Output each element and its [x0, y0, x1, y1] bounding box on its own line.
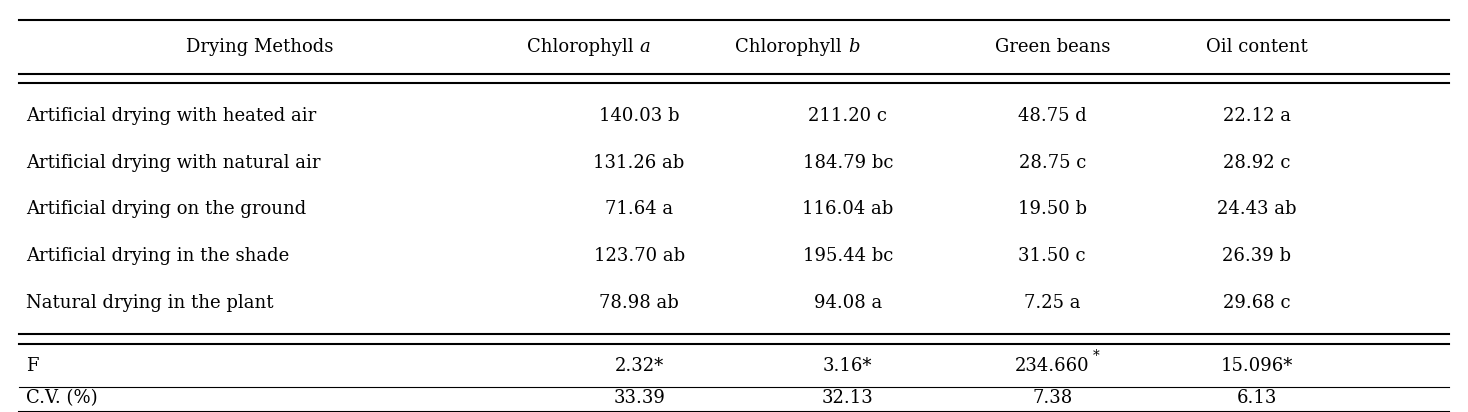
- Text: 211.20 c: 211.20 c: [809, 107, 887, 125]
- Text: a: a: [639, 38, 650, 56]
- Text: Chlorophyll: Chlorophyll: [735, 38, 849, 56]
- Text: 116.04 ab: 116.04 ab: [802, 200, 894, 218]
- Text: 94.08 a: 94.08 a: [813, 294, 882, 312]
- Text: Oil content: Oil content: [1205, 38, 1308, 56]
- Text: 195.44 bc: 195.44 bc: [803, 247, 893, 265]
- Text: 15.096*: 15.096*: [1220, 356, 1293, 375]
- Text: Artificial drying on the ground: Artificial drying on the ground: [26, 200, 307, 218]
- Text: 234.660: 234.660: [1014, 356, 1089, 375]
- Text: *: *: [1094, 349, 1100, 363]
- Text: Chlorophyll: Chlorophyll: [527, 38, 639, 56]
- Text: 123.70 ab: 123.70 ab: [593, 247, 684, 265]
- Text: 24.43 ab: 24.43 ab: [1217, 200, 1296, 218]
- Text: 26.39 b: 26.39 b: [1221, 247, 1290, 265]
- Text: 28.92 c: 28.92 c: [1223, 154, 1290, 172]
- Text: 140.03 b: 140.03 b: [599, 107, 680, 125]
- Text: 29.68 c: 29.68 c: [1223, 294, 1290, 312]
- Text: 131.26 ab: 131.26 ab: [593, 154, 684, 172]
- Text: Artificial drying with natural air: Artificial drying with natural air: [26, 154, 320, 172]
- Text: 28.75 c: 28.75 c: [1019, 154, 1086, 172]
- Text: C.V. (%): C.V. (%): [26, 389, 98, 407]
- Text: 7.25 a: 7.25 a: [1025, 294, 1080, 312]
- Text: 19.50 b: 19.50 b: [1017, 200, 1086, 218]
- Text: 22.12 a: 22.12 a: [1223, 107, 1290, 125]
- Text: 78.98 ab: 78.98 ab: [599, 294, 680, 312]
- Text: Artificial drying with heated air: Artificial drying with heated air: [26, 107, 316, 125]
- Text: 3.16*: 3.16*: [824, 356, 872, 375]
- Text: F: F: [26, 356, 38, 375]
- Text: 7.38: 7.38: [1032, 389, 1072, 407]
- Text: Artificial drying in the shade: Artificial drying in the shade: [26, 247, 289, 265]
- Text: 33.39: 33.39: [614, 389, 665, 407]
- Text: 6.13: 6.13: [1236, 389, 1277, 407]
- Text: b: b: [849, 38, 859, 56]
- Text: 2.32*: 2.32*: [615, 356, 664, 375]
- Text: Green beans: Green beans: [994, 38, 1110, 56]
- Text: Natural drying in the plant: Natural drying in the plant: [26, 294, 273, 312]
- Text: 184.79 bc: 184.79 bc: [803, 154, 893, 172]
- Text: 31.50 c: 31.50 c: [1019, 247, 1086, 265]
- Text: Drying Methods: Drying Methods: [186, 38, 333, 56]
- Text: 32.13: 32.13: [822, 389, 873, 407]
- Text: 71.64 a: 71.64 a: [605, 200, 674, 218]
- Text: 48.75 d: 48.75 d: [1017, 107, 1086, 125]
